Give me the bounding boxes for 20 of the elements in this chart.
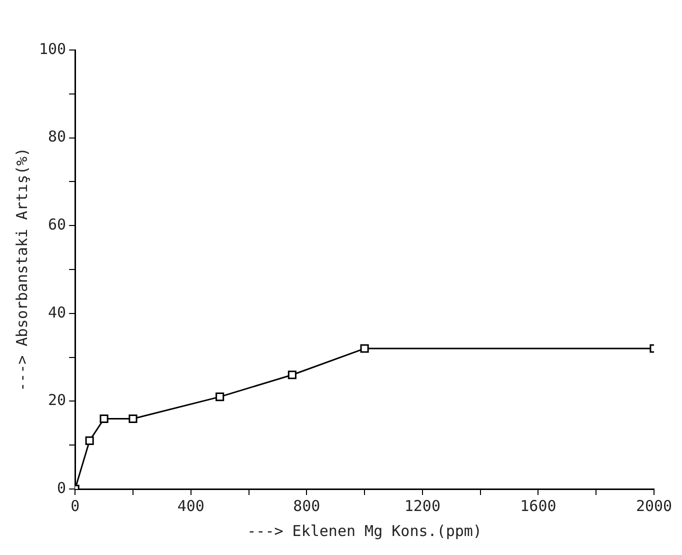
x-tick-label: 2000 <box>636 496 672 515</box>
point <box>100 414 108 424</box>
x-tick-label: 1600 <box>520 496 556 515</box>
y-tick-label: 100 <box>39 40 66 58</box>
x-tick-label: 0 <box>70 496 80 515</box>
point <box>216 392 224 402</box>
y-tick-label: 80 <box>48 128 66 146</box>
x-tick-label: 400 <box>177 496 204 515</box>
point <box>128 414 138 424</box>
y-tick-label: 0 <box>57 478 66 497</box>
x-tick-label: 1200 <box>404 496 440 515</box>
point <box>288 370 296 380</box>
y-tick-label: 40 <box>48 303 66 322</box>
y-axis-title: ---> Absorbanstaki Artış(%) <box>12 148 31 392</box>
point <box>360 344 369 353</box>
x-axis-title: ---> Eklenen Mg Kons.(ppm) <box>247 522 482 540</box>
x-tick-label: 800 <box>293 496 320 515</box>
y-tick-label: 20 <box>48 391 66 410</box>
point <box>85 436 94 445</box>
y-tick-label: 60 <box>48 215 66 234</box>
